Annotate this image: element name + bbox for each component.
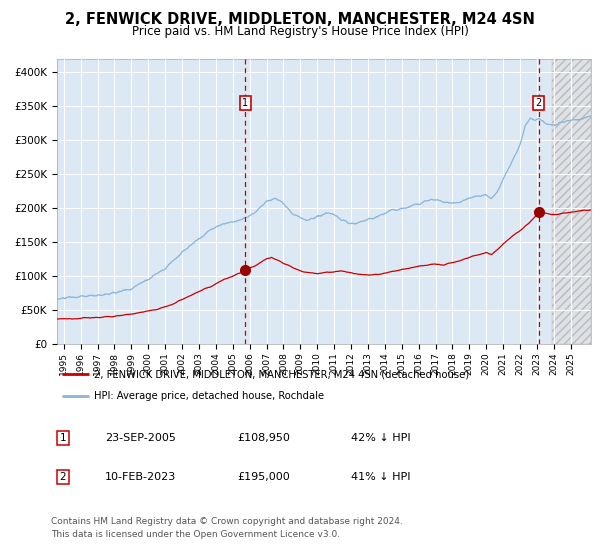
- Text: 41% ↓ HPI: 41% ↓ HPI: [351, 472, 410, 482]
- Bar: [552, 59, 591, 344]
- Text: 1: 1: [242, 98, 248, 108]
- Text: Contains HM Land Registry data © Crown copyright and database right 2024.: Contains HM Land Registry data © Crown c…: [51, 517, 403, 526]
- Text: This data is licensed under the Open Government Licence v3.0.: This data is licensed under the Open Gov…: [51, 530, 340, 539]
- Text: HPI: Average price, detached house, Rochdale: HPI: Average price, detached house, Roch…: [94, 391, 324, 401]
- Text: 2: 2: [59, 472, 67, 482]
- Text: 23-SEP-2005: 23-SEP-2005: [105, 433, 176, 443]
- Text: 2, FENWICK DRIVE, MIDDLETON, MANCHESTER, M24 4SN (detached house): 2, FENWICK DRIVE, MIDDLETON, MANCHESTER,…: [94, 370, 469, 380]
- Text: £108,950: £108,950: [237, 433, 290, 443]
- Text: £195,000: £195,000: [237, 472, 290, 482]
- Text: 2: 2: [536, 98, 542, 108]
- Text: 1: 1: [59, 433, 67, 443]
- Text: 10-FEB-2023: 10-FEB-2023: [105, 472, 176, 482]
- Text: Price paid vs. HM Land Registry's House Price Index (HPI): Price paid vs. HM Land Registry's House …: [131, 25, 469, 38]
- Text: 42% ↓ HPI: 42% ↓ HPI: [351, 433, 410, 443]
- Text: 2, FENWICK DRIVE, MIDDLETON, MANCHESTER, M24 4SN: 2, FENWICK DRIVE, MIDDLETON, MANCHESTER,…: [65, 12, 535, 27]
